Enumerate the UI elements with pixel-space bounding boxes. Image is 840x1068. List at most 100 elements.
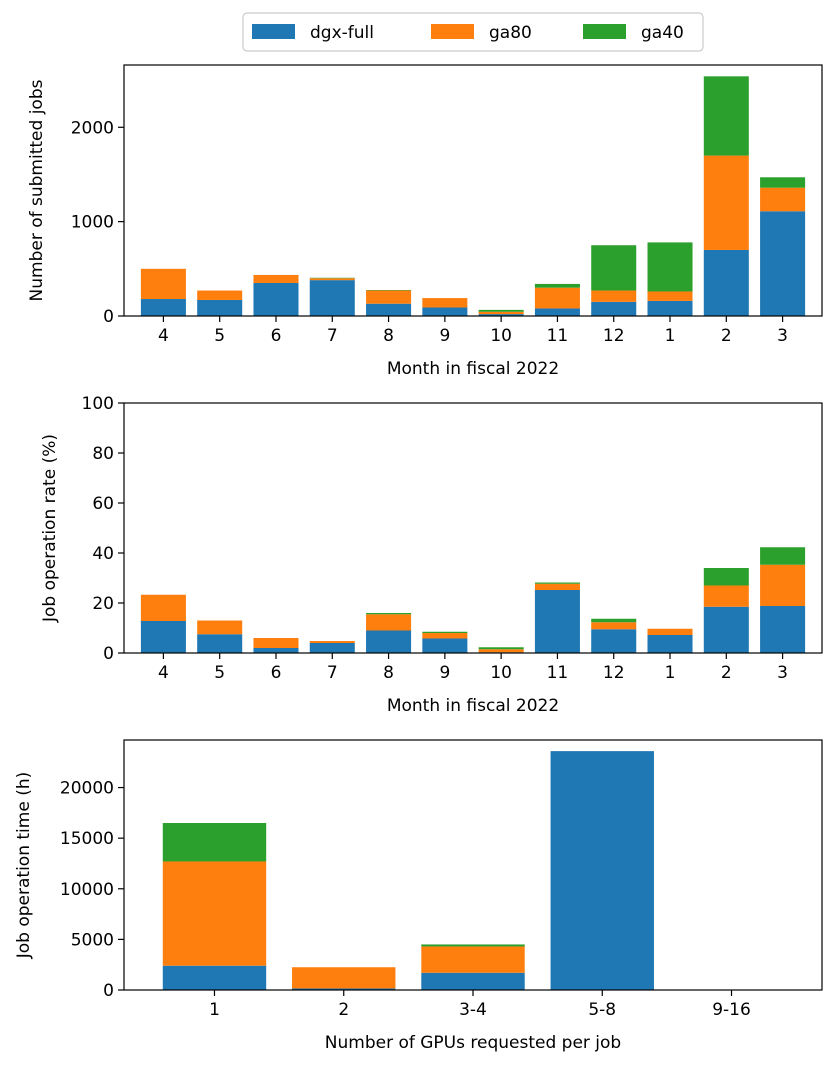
bar-dgx-full-4 [140,299,186,316]
bar-ga80-2 [292,967,396,989]
bar-dgx-full-7 [309,280,355,316]
bar-dgx-full-9 [422,638,468,653]
x-tick-label: 12 [603,663,625,683]
legend-swatch-ga80 [431,24,474,39]
bar-ga40-8 [366,613,412,615]
legend-swatch-ga40 [583,24,626,39]
bar-ga80-3-4 [421,946,525,973]
bar-dgx-full-2 [703,606,749,653]
x-tick-label: 2 [721,663,732,683]
legend-label-dgx-full: dgx-full [310,23,374,43]
bar-ga80-11 [534,583,580,590]
x-tick-label: 8 [383,326,394,346]
y-tick-label: 100 [82,394,114,414]
bar-dgx-full-1 [647,300,693,316]
y-tick-label: 5000 [71,930,114,950]
legend-label-ga40: ga40 [641,23,684,43]
bar-ga80-11 [534,287,580,309]
y-tick-label: 0 [103,981,114,1001]
bar-ga40-3 [760,547,806,565]
x-tick-label: 6 [271,663,282,683]
x-tick-label: 2 [338,1000,349,1020]
y-axis-label: Job operation time (h) [14,772,34,960]
y-tick-label: 1000 [71,213,114,233]
bar-dgx-full-7 [309,643,355,653]
x-tick-label: 10 [490,326,512,346]
bar-ga40-3 [760,177,806,188]
bar-dgx-full-5-8 [550,751,654,990]
y-tick-label: 2000 [71,118,114,138]
bar-ga80-8 [366,614,412,631]
bar-ga80-6 [253,638,299,648]
bars [140,76,806,316]
bar-dgx-full-1 [647,635,693,653]
y-axis-label: Job operation rate (%) [40,434,60,623]
x-tick-label: 10 [490,663,512,683]
bar-ga40-9 [422,631,468,633]
bars [162,751,654,990]
x-tick-label: 1 [665,663,676,683]
bar-ga80-12 [591,290,637,302]
x-tick-label: 8 [383,663,394,683]
x-tick-label: 5-8 [588,1000,616,1020]
y-tick-label: 80 [92,444,114,464]
bar-ga40-12 [591,245,637,291]
bars [140,547,806,653]
y-tick-label: 20 [92,594,114,614]
bar-dgx-full-5 [197,299,243,316]
bar-dgx-full-1 [162,965,267,990]
x-tick-label: 9-16 [712,1000,751,1020]
bar-dgx-full-2 [292,988,396,990]
x-axis-label: Number of GPUs requested per job [325,1033,621,1053]
x-tick-label: 2 [721,326,732,346]
y-tick-label: 40 [92,544,114,564]
bar-ga80-4 [140,594,186,621]
bar-ga80-5 [197,620,243,635]
x-tick-label: 5 [214,663,225,683]
x-tick-label: 11 [547,326,569,346]
bar-dgx-full-3 [760,211,806,316]
bar-ga80-4 [140,268,186,300]
bar-ga80-9 [422,298,468,308]
bar-ga40-1 [162,823,267,862]
bar-ga40-11 [534,582,580,584]
bar-ga80-2 [703,155,749,250]
x-tick-label: 3 [777,663,788,683]
x-tick-label: 3 [777,326,788,346]
bar-dgx-full-6 [253,648,299,653]
legend-label-ga80: ga80 [489,23,532,43]
y-tick-label: 0 [103,644,114,664]
legend-swatch-dgx-full [252,24,295,39]
bar-ga80-9 [422,633,468,639]
bar-ga80-8 [366,290,412,304]
bar-ga80-7 [309,641,355,643]
axes-frame [123,64,823,317]
bar-ga40-3-4 [421,944,525,947]
bar-ga40-10 [478,309,524,312]
bar-ga80-1 [162,861,267,966]
bar-dgx-full-8 [366,303,412,316]
x-axis-label: Month in fiscal 2022 [387,696,559,716]
y-axis-label: Number of submitted jobs [27,79,47,301]
bar-ga80-10 [478,649,524,653]
bar-ga40-11 [534,283,580,288]
x-tick-label: 7 [327,326,338,346]
bar-dgx-full-11 [534,308,580,316]
bar-dgx-full-9 [422,307,468,316]
y-tick-label: 15000 [60,829,114,849]
bar-dgx-full-3-4 [421,972,525,990]
bar-dgx-full-5 [197,634,243,653]
bar-dgx-full-8 [366,630,412,653]
x-axis-label: Month in fiscal 2022 [387,359,559,379]
x-tick-label: 4 [158,663,169,683]
y-tick-label: 10000 [60,880,114,900]
x-tick-label: 7 [327,663,338,683]
bar-dgx-full-3 [760,606,806,653]
x-tick-label: 4 [158,326,169,346]
bar-ga40-2 [703,76,749,156]
bar-dgx-full-10 [478,314,524,316]
x-tick-label: 9 [439,663,450,683]
